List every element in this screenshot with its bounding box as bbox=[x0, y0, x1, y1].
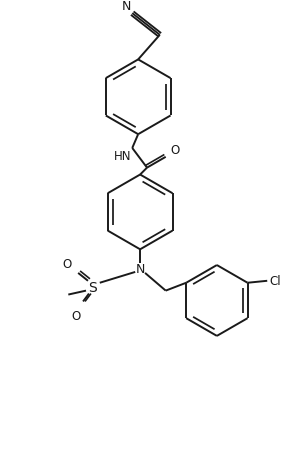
Text: N: N bbox=[136, 263, 145, 276]
Text: O: O bbox=[63, 257, 72, 270]
Text: HN: HN bbox=[114, 150, 131, 163]
Text: Cl: Cl bbox=[269, 275, 281, 288]
Text: O: O bbox=[72, 309, 81, 322]
Text: S: S bbox=[89, 280, 97, 294]
Text: O: O bbox=[170, 144, 179, 157]
Text: N: N bbox=[122, 0, 131, 13]
